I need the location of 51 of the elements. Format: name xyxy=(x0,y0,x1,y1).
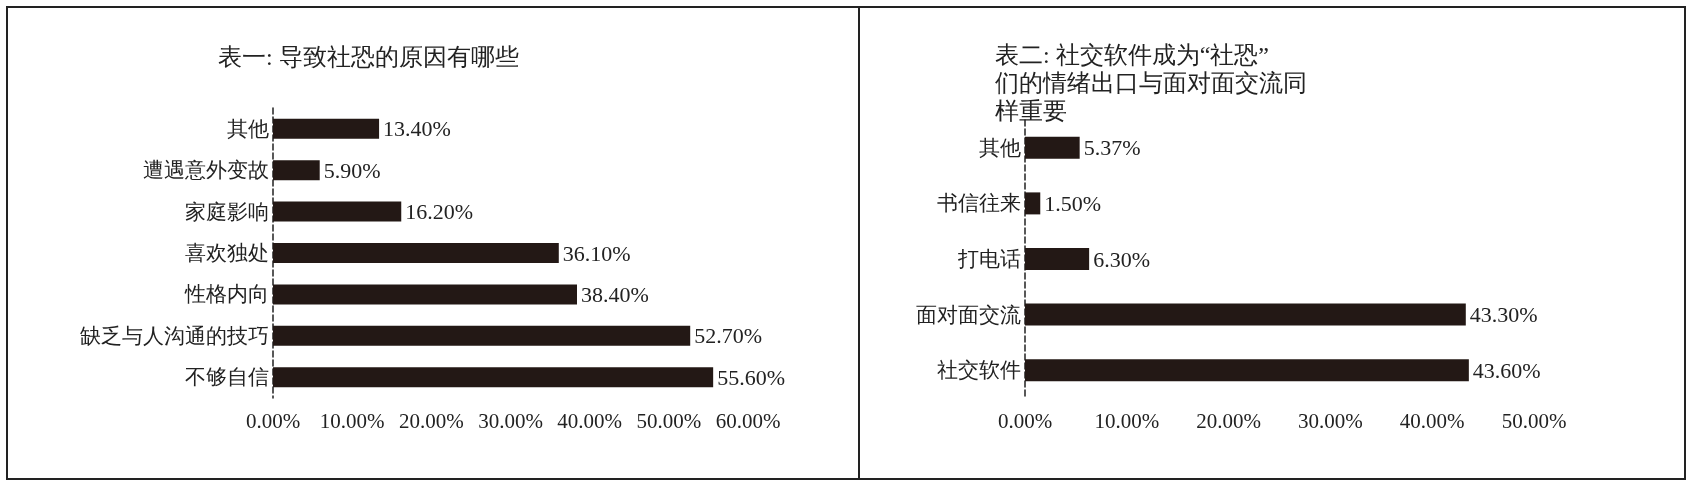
x-tick-label: 30.00% xyxy=(478,408,543,433)
x-tick-label: 20.00% xyxy=(1196,408,1261,433)
y-tick-label: 家庭影响 xyxy=(185,199,269,224)
data-label: 13.40% xyxy=(383,116,451,142)
y-tick-label: 喜欢独处 xyxy=(185,241,269,265)
bar xyxy=(273,243,559,263)
x-tick-label: 20.00% xyxy=(398,408,464,433)
x-tick-label: 40.00% xyxy=(1399,408,1465,433)
y-tick-label: 社交软件 xyxy=(937,358,1021,383)
bar xyxy=(1025,192,1041,215)
chart-title: 表二: 社交软件成为“社恐”们的情绪出口与面对面交流同样重要 xyxy=(995,42,1307,124)
bar xyxy=(273,325,691,346)
x-tick-label: 40.00% xyxy=(557,408,623,433)
x-tick-label: 0.00% xyxy=(997,408,1053,433)
x-tick-label: 60.00% xyxy=(715,408,781,433)
data-label: 1.50% xyxy=(1044,190,1102,216)
bar xyxy=(1025,359,1469,382)
y-tick-label: 打电话 xyxy=(957,247,1021,271)
x-tick-label: 10.00% xyxy=(1094,408,1160,433)
bar xyxy=(1025,248,1090,270)
bar xyxy=(273,201,402,222)
bar xyxy=(273,367,714,388)
x-tick-label: 50.00% xyxy=(636,408,702,433)
y-tick-label: 其他 xyxy=(227,116,269,141)
data-label: 36.10% xyxy=(562,240,631,266)
data-label: 5.37% xyxy=(1083,135,1141,161)
y-tick-label: 书信往来 xyxy=(937,191,1021,216)
data-label: 5.90% xyxy=(323,157,381,183)
bar xyxy=(1025,303,1466,326)
bar xyxy=(1025,136,1080,159)
bar xyxy=(273,118,380,139)
data-label: 38.40% xyxy=(581,281,649,307)
y-tick-label: 遭遇意外变故 xyxy=(143,158,269,183)
data-label: 43.30% xyxy=(1469,302,1538,328)
x-tick-label: 10.00% xyxy=(319,408,385,433)
y-tick-label: 性格内向 xyxy=(184,282,269,307)
data-label: 6.30% xyxy=(1093,246,1150,272)
chart-title: 表一: 导致社恐的原因有哪些 xyxy=(218,44,519,70)
y-tick-label: 其他 xyxy=(979,135,1021,160)
bar xyxy=(273,284,577,305)
data-label: 16.20% xyxy=(405,199,474,225)
y-tick-label: 面对面交流 xyxy=(916,302,1021,327)
y-tick-label: 不够自信 xyxy=(185,365,269,390)
x-tick-label: 0.00% xyxy=(245,408,301,433)
x-tick-label: 50.00% xyxy=(1501,408,1567,433)
data-label: 55.60% xyxy=(717,364,785,390)
y-tick-label: 缺乏与人沟通的技巧 xyxy=(80,323,269,348)
data-label: 43.60% xyxy=(1472,357,1541,383)
bar xyxy=(273,160,320,181)
x-tick-label: 30.00% xyxy=(1298,408,1363,433)
data-label: 52.70% xyxy=(694,323,763,349)
